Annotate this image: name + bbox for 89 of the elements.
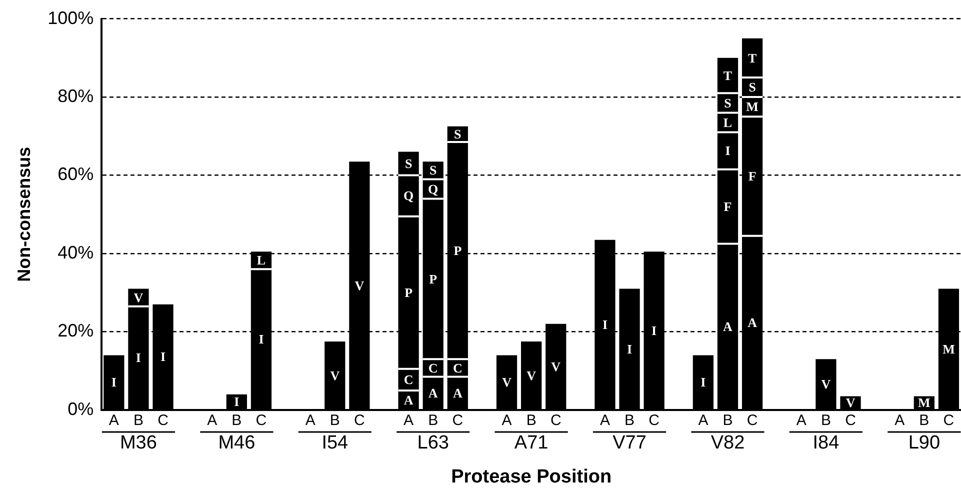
data-label: V [330, 368, 340, 383]
data-label: S [429, 162, 437, 178]
data-label: A [404, 392, 414, 408]
x-tick-label: A [894, 412, 905, 430]
x-tick-label: C [158, 412, 169, 430]
x-tick-label: C [452, 412, 464, 430]
data-label: M [918, 395, 930, 410]
data-label: A [428, 385, 438, 400]
data-label: V [134, 290, 144, 305]
data-label: I [234, 394, 240, 410]
x-tick-label: C [256, 412, 267, 430]
data-label: P [404, 285, 413, 300]
x-tick-label: B [820, 412, 831, 430]
data-label: Q [403, 188, 414, 204]
x-tick-label: B [232, 412, 242, 430]
data-label: S [748, 80, 756, 95]
x-tick-label: C [550, 412, 562, 430]
data-label: F [724, 198, 732, 214]
x-tick-label: C [648, 412, 660, 430]
data-label: V [846, 395, 856, 410]
text: M46 [218, 432, 256, 454]
data-label: L [256, 252, 266, 268]
x-tick-label: B [624, 412, 635, 430]
data-label: F [748, 168, 756, 184]
data-label: I [258, 332, 264, 347]
data-label: P [429, 271, 438, 286]
data-label: A [723, 318, 734, 334]
text: I84 [812, 432, 840, 454]
x-tick-label: A [108, 412, 119, 430]
text: V82 [710, 432, 745, 454]
data-label: L [723, 114, 732, 130]
x-tick-label: A [502, 412, 512, 430]
text: V77 [612, 432, 646, 454]
x-tick-label: B [526, 412, 536, 430]
data-label: V [551, 359, 562, 374]
data-label: I [627, 341, 632, 356]
data-label: T [723, 68, 732, 83]
data-label: T [748, 50, 757, 66]
data-label: A [748, 314, 758, 330]
data-label: I [700, 374, 706, 390]
x-tick-label: B [330, 412, 340, 430]
y-tick-label: 40% [58, 242, 94, 262]
x-tick-label: A [796, 412, 806, 430]
text: M36 [120, 432, 157, 454]
y-tick-label: 100% [48, 8, 94, 28]
data-label: A [452, 385, 463, 400]
y-tick-label: 20% [58, 320, 94, 341]
data-label: S [454, 126, 462, 142]
text: I54 [322, 432, 349, 454]
y-axis-title: Non-consensus [14, 146, 34, 282]
x-axis-title: Protease Position [451, 466, 612, 488]
data-label: I [136, 350, 141, 366]
text: A71 [514, 432, 548, 454]
x-tick-label: C [845, 412, 856, 430]
data-label: M [942, 341, 955, 356]
x-tick-label: C [746, 412, 758, 430]
y-tick-label: 60% [58, 164, 94, 184]
data-label: I [725, 143, 730, 158]
data-label: C [404, 372, 414, 388]
x-tick-label: A [698, 412, 708, 430]
data-label: I [602, 316, 608, 332]
data-label: C [452, 360, 462, 376]
text: L63 [417, 432, 449, 454]
data-label: S [724, 95, 732, 110]
x-tick-label: B [722, 412, 733, 430]
x-tick-label: B [133, 412, 144, 430]
data-label: Q [428, 181, 438, 196]
x-tick-label: A [404, 412, 414, 430]
data-label: V [502, 374, 512, 390]
text: L90 [908, 432, 940, 454]
data-label: M [746, 99, 758, 114]
data-label: V [821, 376, 832, 392]
x-tick-label: A [305, 412, 316, 430]
x-tick-label: C [354, 412, 366, 430]
data-label: S [404, 156, 412, 171]
data-label: I [160, 349, 166, 364]
x-tick-label: B [428, 412, 438, 430]
x-tick-label: B [919, 412, 930, 430]
data-label: I [111, 374, 116, 390]
y-tick-label: 80% [58, 86, 94, 106]
data-label: I [652, 322, 657, 338]
data-label: V [526, 368, 537, 383]
x-tick-label: A [600, 412, 610, 430]
data-label: P [454, 242, 462, 258]
data-label: V [354, 278, 365, 293]
y-tick-label: 0% [68, 398, 94, 419]
x-tick-label: A [207, 412, 218, 430]
data-label: C [428, 360, 438, 376]
x-tick-label: C [943, 412, 954, 430]
